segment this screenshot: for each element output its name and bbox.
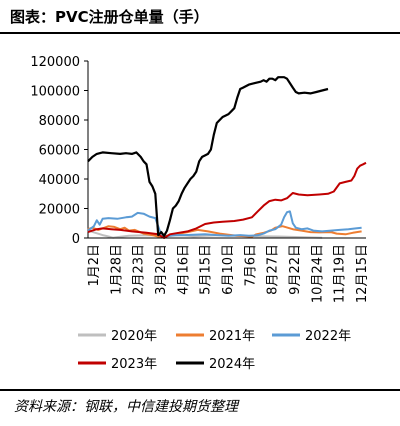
x-tick-label: 3月20日	[154, 244, 169, 295]
legend-label: 2023年	[111, 357, 157, 372]
x-tick-label: 7月6日	[243, 244, 258, 287]
y-tick-label: 120000	[30, 55, 80, 70]
y-tick-label: 0	[72, 232, 80, 247]
series-line-2021年	[87, 225, 362, 239]
x-tick-label: 2月23日	[132, 244, 147, 295]
line-chart: 0 20000 40000 60000 80000 100000 120000 1月2日 1月2…	[30, 55, 370, 372]
chart-title: 图表：PVC注册仓单量（手）	[10, 8, 209, 26]
x-tick-label: 10月24日	[310, 244, 325, 303]
legend-label: 2021年	[209, 329, 255, 344]
x-tick-label: 5月15日	[199, 244, 214, 295]
y-tick-label: 80000	[39, 114, 80, 129]
x-tick-label: 1月28日	[109, 244, 124, 295]
y-tick-label: 20000	[39, 203, 80, 218]
x-tick-label: 1月2日	[87, 244, 102, 287]
source-note: 资料来源：钢联，中信建投期货整理	[14, 399, 238, 415]
legend-label: 2024年	[209, 357, 255, 372]
series-line-2022年	[87, 210, 362, 238]
y-tick-label: 60000	[39, 144, 80, 159]
x-tick-label: 8月27日	[266, 244, 281, 295]
title-divider	[0, 32, 400, 34]
x-tick-label: 9月22日	[288, 244, 303, 295]
series-line-2023年	[87, 161, 367, 239]
legend-label: 2022年	[305, 329, 351, 344]
footer-divider	[0, 389, 400, 391]
x-tick-label: 11月19日	[333, 244, 348, 303]
y-tick-label: 40000	[39, 173, 80, 188]
x-tick-label: 4月16日	[176, 244, 191, 295]
x-tick-label: 6月10日	[221, 244, 236, 295]
legend-label: 2020年	[111, 329, 157, 344]
y-tick-label: 100000	[30, 85, 80, 100]
series-line-2024年	[87, 76, 329, 237]
x-tick-label: 12月15日	[355, 244, 370, 303]
